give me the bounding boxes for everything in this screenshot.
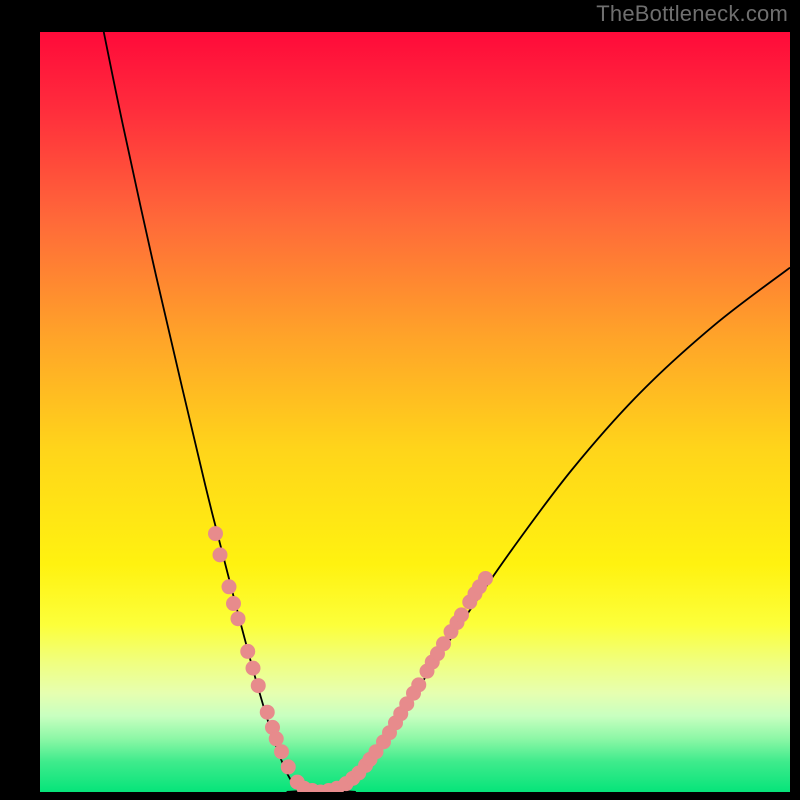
marker-dot — [260, 705, 274, 719]
marker-dot — [241, 644, 255, 658]
marker-dot — [455, 608, 469, 622]
watermark-text: TheBottleneck.com — [596, 1, 788, 27]
marker-dot — [412, 678, 426, 692]
marker-dot — [246, 661, 260, 675]
marker-dot — [251, 679, 265, 693]
marker-dot — [479, 571, 493, 585]
marker-dot — [269, 732, 283, 746]
marker-dot — [231, 612, 245, 626]
plot-frame — [40, 32, 790, 792]
marker-dot — [437, 637, 451, 651]
marker-dot — [213, 548, 227, 562]
chart-overlay — [40, 32, 790, 792]
marker-dot — [275, 745, 289, 759]
marker-dot — [281, 760, 295, 774]
marker-dot — [222, 580, 236, 594]
bottleneck-curve — [104, 32, 790, 792]
marker-dot — [209, 527, 223, 541]
marker-dot — [227, 597, 241, 611]
